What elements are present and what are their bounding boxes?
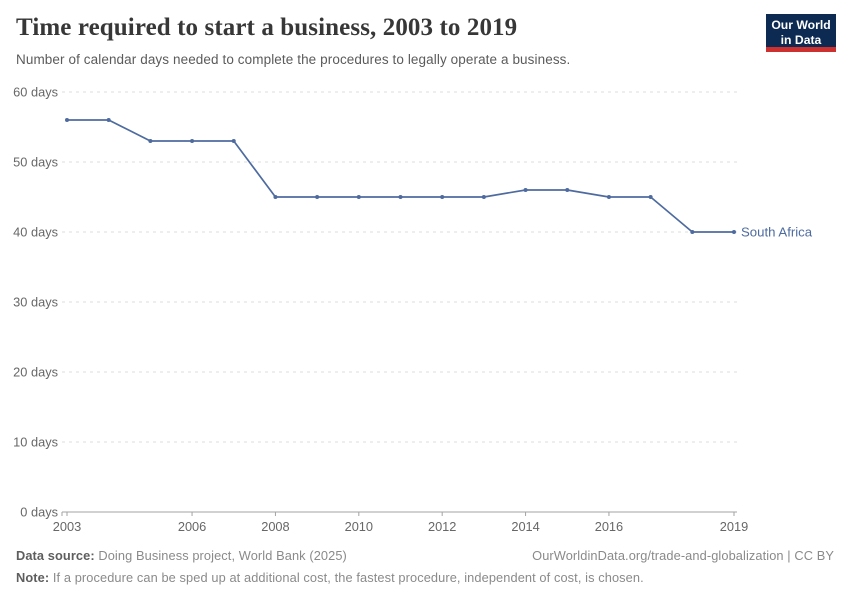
data-point [440,195,445,199]
y-tick-label: 40 days [13,225,58,240]
y-tick-label: 50 days [13,155,58,170]
chart-note: Note: If a procedure can be sped up at a… [16,570,834,585]
data-point [732,230,736,234]
data-point [565,188,570,192]
y-tick-label: 20 days [13,365,58,380]
chart-title: Time required to start a business, 2003 … [16,14,518,41]
data-point [190,139,195,143]
data-point [606,195,611,199]
owid-url-link[interactable]: OurWorldinData.org/trade-and-globalizati… [532,548,834,563]
note-label: Note: [16,570,50,585]
y-tick-label: 0 days [20,505,58,520]
x-tick-label: 2010 [345,519,373,534]
data-point [356,195,361,199]
owid-logo: Our World in Data [766,14,836,52]
data-point [273,195,278,199]
owid-logo-line1: Our World [771,18,831,32]
data-source-label: Data source: [16,548,95,563]
data-point [481,195,486,199]
y-tick-label: 60 days [13,85,58,100]
data-point [523,188,528,192]
data-point [65,118,69,122]
y-tick-label: 30 days [13,295,58,310]
series-line [66,119,735,233]
data-point [648,195,653,199]
data-point [690,230,695,234]
owid-logo-line2: in Data [780,32,822,47]
data-source-text: Data source: Doing Business project, Wor… [16,548,347,563]
x-tick-label: 2016 [595,519,623,534]
x-tick-label: 2019 [720,519,748,534]
data-point [231,139,236,143]
data-source-value: Doing Business project, World Bank (2025… [94,548,347,563]
chart-subtitle: Number of calendar days needed to comple… [16,52,571,67]
x-tick-label: 2014 [511,519,539,534]
x-tick-label: 2012 [428,519,456,534]
data-point [106,118,111,122]
y-tick-label: 10 days [13,435,58,450]
data-point [315,195,320,199]
note-value: If a procedure can be sped up at additio… [49,570,644,585]
data-point [148,139,153,143]
x-tick-label: 2006 [178,519,206,534]
chart-footer: Data source: Doing Business project, Wor… [16,548,834,585]
series-end-label: South Africa [741,225,813,240]
x-tick-label: 2008 [261,519,289,534]
x-tick-label: 2003 [53,519,81,534]
data-point [398,195,403,199]
